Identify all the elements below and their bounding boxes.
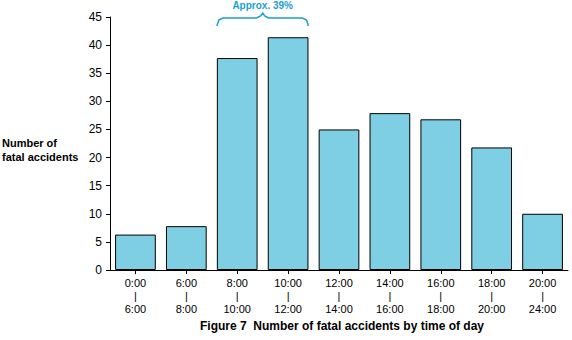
svg-text:Approx. 39%: Approx. 39% <box>232 0 293 11</box>
svg-text:18:00: 18:00 <box>478 277 506 289</box>
svg-text:|: | <box>134 290 137 302</box>
svg-text:45: 45 <box>89 10 103 24</box>
svg-text:fatal accidents: fatal accidents <box>2 151 78 163</box>
svg-text:0: 0 <box>95 263 102 277</box>
svg-text:|: | <box>490 290 493 302</box>
svg-text:|: | <box>541 290 544 302</box>
svg-text:35: 35 <box>89 66 103 80</box>
svg-text:20:00: 20:00 <box>529 277 557 289</box>
svg-text:8:00: 8:00 <box>176 303 197 315</box>
svg-text:|: | <box>338 290 341 302</box>
svg-text:12:00: 12:00 <box>274 303 302 315</box>
svg-text:|: | <box>185 290 188 302</box>
svg-text:10: 10 <box>89 207 103 221</box>
svg-text:16:00: 16:00 <box>376 303 404 315</box>
svg-text:18:00: 18:00 <box>427 303 455 315</box>
svg-text:Number of: Number of <box>2 137 57 149</box>
svg-text:8:00: 8:00 <box>227 277 248 289</box>
svg-text:20: 20 <box>89 151 103 165</box>
svg-text:40: 40 <box>89 38 103 52</box>
svg-text:|: | <box>388 290 391 302</box>
svg-text:10:00: 10:00 <box>274 277 302 289</box>
svg-text:6:00: 6:00 <box>176 277 197 289</box>
svg-text:6:00: 6:00 <box>125 303 146 315</box>
svg-text:14:00: 14:00 <box>376 277 404 289</box>
svg-text:25: 25 <box>89 122 103 136</box>
svg-text:10:00: 10:00 <box>223 303 251 315</box>
svg-text:|: | <box>287 290 290 302</box>
svg-text:|: | <box>236 290 239 302</box>
svg-text:24:00: 24:00 <box>529 303 557 315</box>
svg-text:5: 5 <box>95 235 102 249</box>
svg-text:15: 15 <box>89 179 103 193</box>
svg-text:14:00: 14:00 <box>325 303 353 315</box>
svg-text:Figure 7 Number of fatal acci: Figure 7 Number of fatal accidents by ti… <box>200 319 484 333</box>
svg-text:20:00: 20:00 <box>478 303 506 315</box>
svg-text:|: | <box>439 290 442 302</box>
svg-text:16:00: 16:00 <box>427 277 455 289</box>
svg-text:12:00: 12:00 <box>325 277 353 289</box>
svg-text:0:00: 0:00 <box>125 277 146 289</box>
svg-text:30: 30 <box>89 94 103 108</box>
